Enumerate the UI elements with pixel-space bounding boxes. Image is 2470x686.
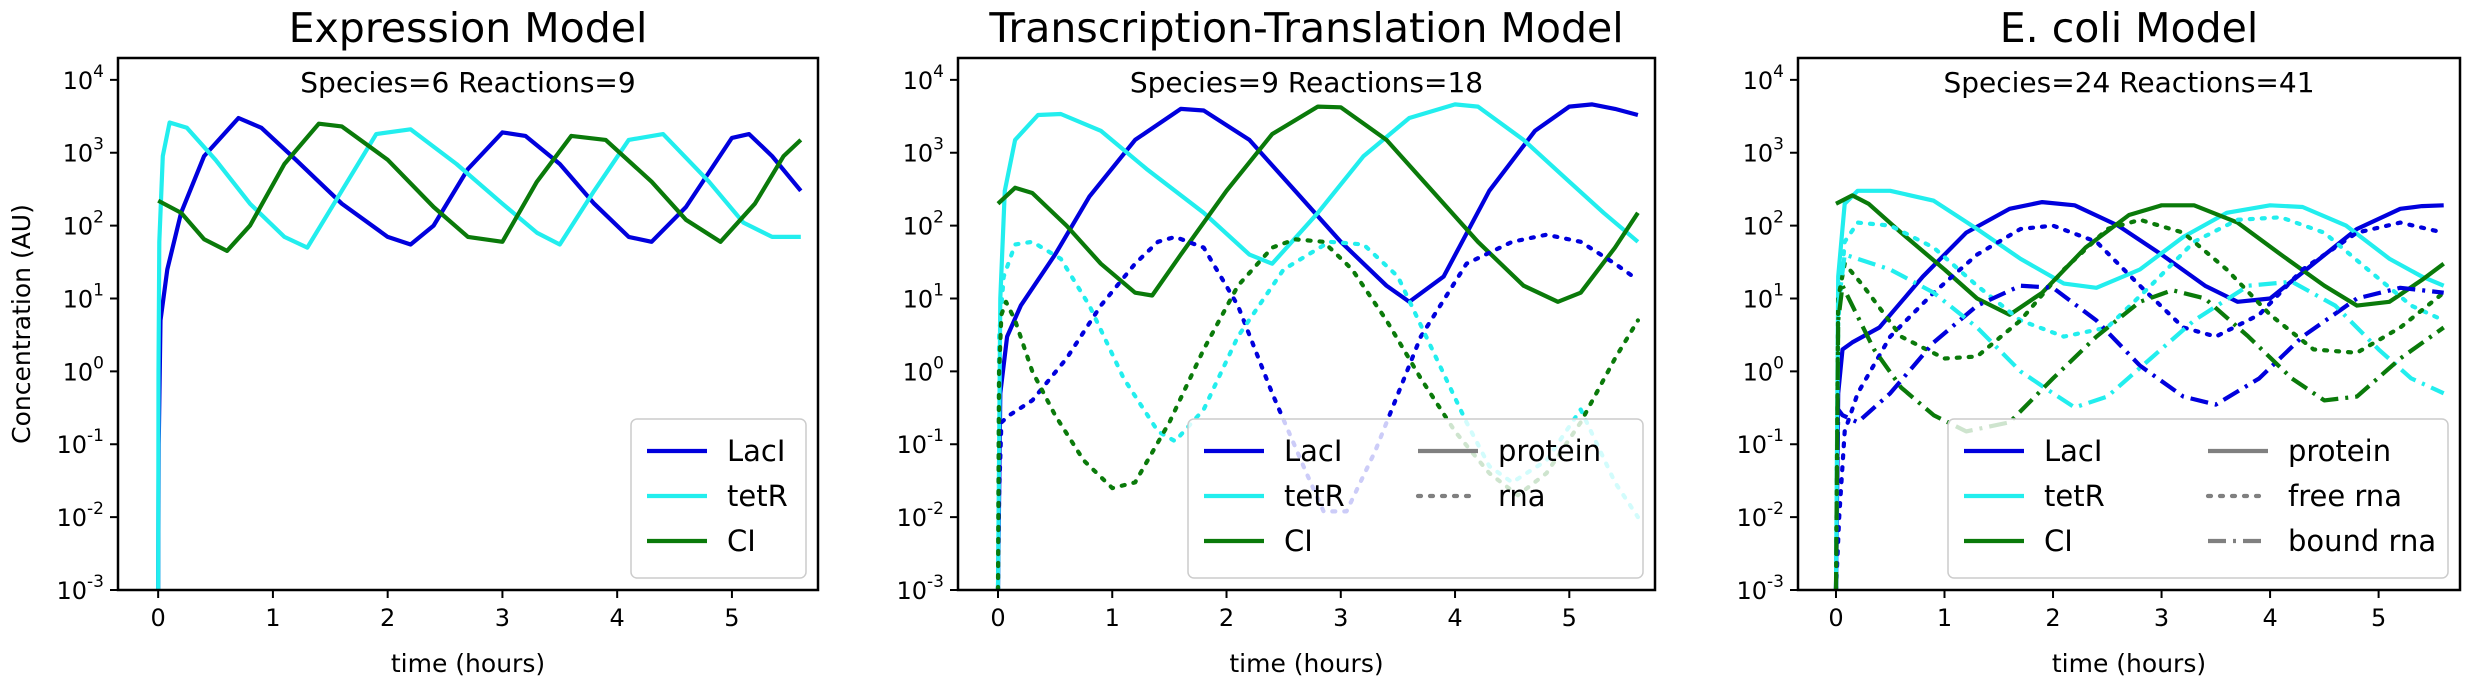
legend-label-tetr: tetR <box>1284 479 1345 513</box>
panel-3: E. coli Model Species=24 Reactions=41 10-3… <box>1737 4 2462 678</box>
legend-box <box>1947 418 2449 579</box>
series-line-laci-protein <box>995 102 1639 590</box>
x-tick-label: 2 <box>1219 604 1234 632</box>
x-tick-label: 0 <box>990 604 1005 632</box>
series-line-ci-free-rna <box>1833 217 2446 590</box>
y-tick-label: 10-3 <box>57 572 105 605</box>
x-tick-label: 5 <box>1562 604 1577 632</box>
legend-style-label: protein <box>2288 434 2391 468</box>
panel-title: Expression Model <box>289 4 648 52</box>
series-line-tetr-bound-rna <box>1833 252 2445 590</box>
y-tick-label: 10-3 <box>1737 572 1785 605</box>
y-axis-label: Concentration (AU) <box>7 204 36 444</box>
x-tick-label: 3 <box>1333 604 1348 632</box>
x-axis-label: time (hours) <box>1229 649 1383 678</box>
panel-annotation: Species=9 Reactions=18 <box>1130 66 1483 99</box>
panel-annotation: Species=24 Reactions=41 <box>1943 66 2314 99</box>
legend-label-tetr: tetR <box>727 479 788 513</box>
legend-box <box>630 418 807 579</box>
x-tick-label: 3 <box>495 604 510 632</box>
x-axis-label: time (hours) <box>391 649 545 678</box>
y-tick-label: 104 <box>63 62 104 95</box>
panel-annotation: Species=6 Reactions=9 <box>300 66 635 99</box>
x-tick-label: 1 <box>265 604 280 632</box>
y-tick-label: 10-1 <box>897 426 945 459</box>
series-line-tetr-protein <box>995 102 1640 590</box>
legend-label-laci: LacI <box>727 434 785 468</box>
panel-title: E. coli Model <box>2000 4 2259 52</box>
y-tick-label: 10-3 <box>897 572 945 605</box>
y-tick-label: 103 <box>903 135 944 168</box>
y-tick-label: 101 <box>1743 280 1784 313</box>
y-tick-label: 103 <box>63 135 104 168</box>
y-tick-label: 100 <box>903 353 944 386</box>
legend-label-laci: LacI <box>1284 434 1342 468</box>
series-line-laci-rna <box>995 232 1640 590</box>
x-tick-label: 4 <box>1447 604 1462 632</box>
x-tick-label: 1 <box>1937 604 1952 632</box>
panel-1: Expression Model Species=6 Reactions=9 10-… <box>7 4 820 678</box>
series-group <box>1833 188 2446 590</box>
legend-label-ci: CI <box>1284 524 1313 558</box>
legend-style-label: rna <box>1498 479 1546 513</box>
legend-style-label: bound rna <box>2288 524 2436 558</box>
legend-label-ci: CI <box>2044 524 2073 558</box>
y-tick-label: 104 <box>1743 62 1784 95</box>
panel-2: Transcription-Translation Model Species=9… <box>897 4 1657 678</box>
x-tick-label: 5 <box>2371 604 2386 632</box>
y-tick-label: 103 <box>1743 135 1784 168</box>
y-tick-label: 10-1 <box>1737 426 1785 459</box>
y-tick-label: 10-2 <box>1737 499 1785 532</box>
legend-style-label: free rna <box>2288 479 2402 513</box>
series-line-laci-protein <box>1833 200 2444 590</box>
legend-label-ci: CI <box>727 524 756 558</box>
axes-frame <box>116 56 820 592</box>
y-tick-label: 10-2 <box>57 499 105 532</box>
x-tick-label: 2 <box>380 604 395 632</box>
x-tick-label: 4 <box>610 604 625 632</box>
series-line-tetr-free-rna <box>1833 215 2446 590</box>
series-line-ci <box>157 121 803 253</box>
legend: LacI tetR CI protein rna <box>1187 418 1644 579</box>
axes-frame <box>956 56 1657 592</box>
panel-title: Transcription-Translation Model <box>988 4 1623 52</box>
y-tick-label: 102 <box>1743 208 1784 241</box>
legend-label-tetr: tetR <box>2044 479 2105 513</box>
y-tick-label: 101 <box>63 280 104 313</box>
legend: LacI tetR CI protein free rna bound rna <box>1947 418 2449 579</box>
legend: LacI tetR CI <box>630 418 807 579</box>
x-tick-label: 0 <box>1828 604 1843 632</box>
legend-style-label: protein <box>1498 434 1601 468</box>
series-line-laci-bound-rna <box>1833 283 2444 590</box>
x-tick-label: 2 <box>2045 604 2060 632</box>
y-tick-label: 100 <box>1743 353 1784 386</box>
series-line-ci-protein <box>1835 193 2445 317</box>
legend-box <box>1187 418 1644 579</box>
y-tick-label: 10-1 <box>57 426 105 459</box>
x-tick-label: 5 <box>724 604 739 632</box>
y-tick-label: 10-2 <box>897 499 945 532</box>
y-tick-label: 102 <box>903 208 944 241</box>
legend-label-laci: LacI <box>2044 434 2102 468</box>
series-line-ci-bound-rna <box>1833 283 2445 590</box>
y-tick-label: 101 <box>903 280 944 313</box>
y-tick-label: 104 <box>903 62 944 95</box>
x-tick-label: 3 <box>2154 604 2169 632</box>
x-axis-label: time (hours) <box>2052 649 2206 678</box>
series-line-laci-free-rna <box>1833 220 2446 590</box>
series-group <box>995 102 1640 590</box>
axes-frame <box>1796 56 2462 592</box>
series-line-tetr <box>156 120 801 590</box>
x-tick-label: 1 <box>1105 604 1120 632</box>
x-tick-label: 0 <box>151 604 166 632</box>
y-tick-label: 100 <box>63 353 104 386</box>
y-tick-label: 102 <box>63 208 104 241</box>
series-line-ci-protein <box>996 104 1640 304</box>
series-line-tetr-protein <box>1833 188 2445 590</box>
x-tick-label: 4 <box>2262 604 2277 632</box>
series-group <box>156 115 803 590</box>
